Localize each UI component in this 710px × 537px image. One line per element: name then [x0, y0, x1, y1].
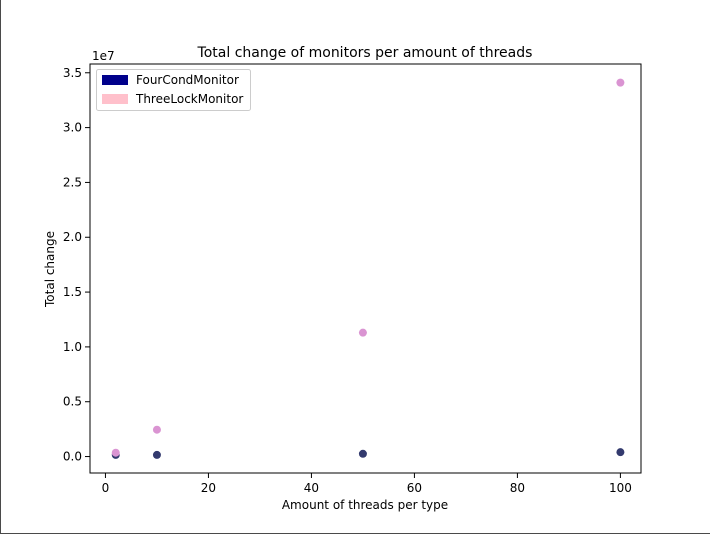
y-tick-label: 3.5 [63, 66, 82, 80]
y-tick-label: 1.5 [63, 285, 82, 299]
x-tick-label: 80 [510, 481, 525, 495]
y-tick-label: 3.0 [63, 121, 82, 135]
data-point-fourcondmonitor [358, 449, 367, 458]
y-tick-label: 0.5 [63, 395, 82, 409]
data-point-fourcondmonitor [152, 450, 161, 459]
legend-box [96, 69, 251, 111]
y-axis-label: Total change [43, 231, 57, 308]
y-tick-label: 2.0 [63, 230, 82, 244]
legend: FourCondMonitor ThreeLockMonitor [96, 69, 251, 111]
x-tick-label: 0 [102, 481, 110, 495]
axes-frame-layer [89, 63, 642, 474]
legend-label-fourcondmonitor: FourCondMonitor [136, 73, 239, 87]
data-point-threelockmonitor [616, 78, 625, 87]
legend-swatch-threelockmonitor [102, 94, 128, 104]
x-tick-label: 40 [304, 481, 319, 495]
plot-area-frame [89, 63, 642, 474]
legend-label-threelockmonitor: ThreeLockMonitor [135, 92, 243, 106]
x-tick-label: 20 [201, 481, 216, 495]
x-tick-label: 100 [609, 481, 632, 495]
chart-title: Total change of monitors per amount of t… [197, 45, 533, 61]
y-axis-offset-label: 1e7 [92, 49, 115, 63]
axis-ticks-layer: 0 20 40 60 80 100 0.0 0.5 1.0 1.5 2.0 2.5 3.0 3.5 [63, 66, 632, 495]
data-point-threelockmonitor [152, 425, 161, 434]
data-point-threelockmonitor [111, 448, 120, 457]
data-point-fourcondmonitor [616, 448, 625, 457]
x-tick-label: 60 [407, 481, 422, 495]
y-tick-label: 2.5 [63, 175, 82, 189]
x-axis-label: Amount of threads per type [282, 498, 448, 512]
data-points-layer [111, 78, 625, 459]
y-tick-label: 1.0 [63, 340, 82, 354]
data-point-threelockmonitor [358, 328, 367, 337]
y-tick-label: 0.0 [63, 450, 82, 464]
legend-swatch-fourcondmonitor [102, 75, 128, 85]
